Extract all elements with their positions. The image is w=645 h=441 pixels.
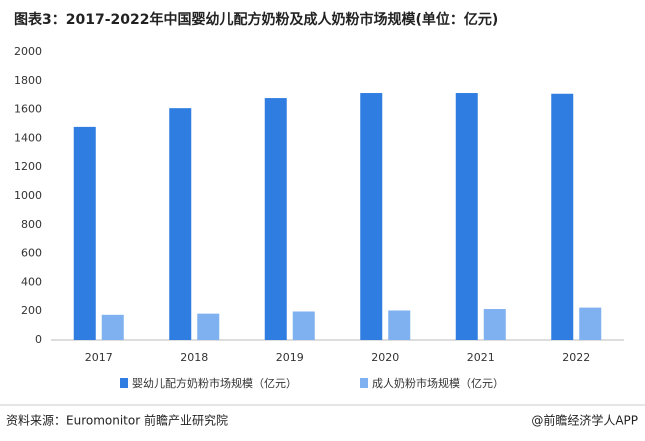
bar <box>483 309 506 340</box>
credit: @前瞻经济学人APP <box>531 413 638 428</box>
legend-label: 婴幼儿配方奶粉市场规模（亿元） <box>132 376 297 390</box>
y-tick-label: 1600 <box>14 103 42 116</box>
y-tick-label: 200 <box>21 304 42 317</box>
y-tick-label: 1800 <box>14 74 42 87</box>
bar <box>455 93 478 340</box>
bar <box>264 98 287 340</box>
bar <box>388 310 411 340</box>
x-tick-label: 2020 <box>371 351 399 364</box>
bar <box>360 93 383 340</box>
y-tick-label: 400 <box>21 275 42 288</box>
x-tick-label: 2018 <box>180 351 208 364</box>
y-tick-label: 2000 <box>14 45 42 58</box>
bar <box>169 108 192 340</box>
x-tick-label: 2021 <box>467 351 495 364</box>
y-tick-label: 800 <box>21 218 42 231</box>
x-tick-label: 2019 <box>276 351 304 364</box>
bar <box>73 126 96 340</box>
legend-swatch <box>120 378 128 388</box>
source: 资料来源：Euromonitor 前瞻产业研究院 <box>6 413 228 428</box>
y-tick-label: 0 <box>35 333 42 346</box>
y-tick-label: 600 <box>21 247 42 260</box>
legend-label: 成人奶粉市场规模（亿元） <box>372 376 504 390</box>
y-tick-label: 1200 <box>14 160 42 173</box>
bar <box>579 307 602 340</box>
y-tick-label: 1400 <box>14 131 42 144</box>
bar <box>551 93 574 340</box>
y-tick-label: 1000 <box>14 189 42 202</box>
bar <box>292 311 315 340</box>
bar <box>101 314 124 340</box>
chart-title: 图表3：2017-2022年中国婴幼儿配方奶粉及成人奶粉市场规模(单位：亿元) <box>14 11 498 28</box>
bar <box>197 313 220 340</box>
x-tick-label: 2017 <box>85 351 113 364</box>
legend-swatch <box>360 378 368 388</box>
x-tick-label: 2022 <box>562 351 590 364</box>
